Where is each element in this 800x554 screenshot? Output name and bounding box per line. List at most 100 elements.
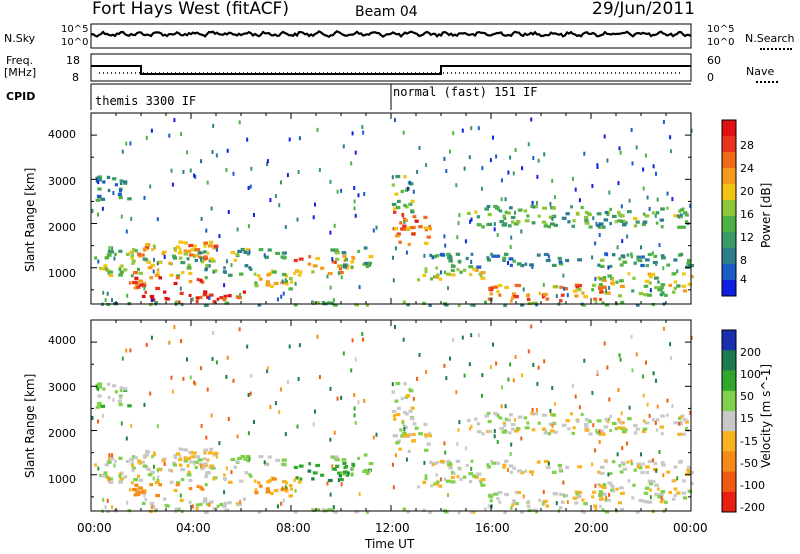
- velocity-cell: [203, 497, 208, 501]
- velocity-speckle: [416, 376, 419, 381]
- velocity-speckle: [186, 357, 188, 362]
- power-cell: [209, 257, 214, 261]
- power-speckle: [608, 190, 611, 195]
- velocity-speckle: [509, 452, 512, 456]
- power-cell: [611, 278, 615, 282]
- velocity-speckle: [594, 483, 597, 488]
- velocity-cell: [557, 463, 562, 467]
- power-cell: [627, 210, 632, 214]
- power-cell: [407, 242, 411, 246]
- velocity-speckle: [626, 441, 629, 446]
- velocity-cell: [444, 510, 449, 514]
- velocity-speckle: [509, 362, 512, 367]
- power-cell: [537, 214, 541, 218]
- power-cell: [223, 296, 227, 301]
- power-cell: [406, 226, 411, 230]
- power-speckle: [353, 206, 356, 211]
- velocity-cell: [130, 461, 134, 466]
- power-cell: [368, 255, 374, 259]
- velocity-cell: [487, 465, 491, 469]
- power-cell: [205, 266, 209, 270]
- velocity-speckle: [351, 338, 354, 343]
- power-speckle: [223, 283, 226, 288]
- velocity-speckle: [294, 488, 297, 493]
- power-cell: [474, 210, 478, 214]
- velocity-speckle: [620, 411, 623, 416]
- power-cell: [330, 248, 336, 252]
- power-cell: [156, 268, 160, 272]
- velocity-cell: [690, 482, 694, 486]
- velocity-cell: [396, 439, 401, 443]
- power-cell: [112, 177, 117, 181]
- power-cell: [403, 203, 407, 207]
- velocity-speckle: [583, 358, 586, 363]
- power-cell: [200, 260, 205, 264]
- velocity-speckle: [156, 424, 159, 429]
- power-cell: [341, 251, 347, 255]
- power-speckle: [329, 179, 332, 184]
- velocity-speckle: [470, 333, 473, 338]
- velocity-speckle: [463, 373, 466, 378]
- power-cell: [188, 253, 194, 257]
- velocity-cell: [212, 477, 216, 481]
- power-speckle: [666, 191, 669, 196]
- velocity-speckle: [329, 492, 332, 497]
- velocity-cell: [203, 448, 208, 452]
- power-speckle: [662, 119, 665, 124]
- power-cell: [619, 263, 624, 267]
- power-speckle: [509, 245, 512, 249]
- power-cell: [450, 268, 455, 273]
- power-speckle: [652, 164, 655, 169]
- velocity-cell: [497, 490, 503, 495]
- power-cell: [644, 279, 650, 283]
- power-speckle: [690, 128, 693, 133]
- velocity-cell: [640, 470, 645, 475]
- velocity-speckle: [608, 397, 611, 402]
- velocity-speckle: [104, 505, 107, 510]
- velocity-speckle: [492, 342, 494, 347]
- velocity-cell: [213, 451, 219, 455]
- power-cell: [654, 276, 659, 280]
- power-cell: [175, 245, 181, 249]
- velocity-cell: [248, 473, 252, 477]
- power-speckle: [102, 290, 105, 295]
- power-speckle: [232, 171, 235, 176]
- velocity-cell: [133, 478, 138, 482]
- power-speckle: [182, 169, 185, 174]
- power-cell: [450, 263, 454, 267]
- power-speckle: [409, 180, 411, 185]
- power-cell: [193, 253, 199, 257]
- velocity-cell: [679, 415, 684, 419]
- power-speckle: [281, 279, 284, 284]
- power-speckle: [542, 282, 545, 287]
- power-cell: [524, 219, 530, 223]
- velocity-cell: [156, 475, 160, 479]
- power-speckle: [149, 184, 152, 189]
- velocity-cell: [653, 461, 658, 465]
- power-cell: [400, 227, 404, 231]
- power-speckle: [113, 256, 116, 261]
- power-cell: [617, 210, 621, 214]
- power-cell: [660, 283, 666, 287]
- velocity-speckle: [218, 441, 221, 446]
- power-cell: [496, 254, 501, 258]
- power-speckle: [405, 250, 408, 255]
- velocity-cell: [508, 464, 514, 468]
- power-cell: [524, 262, 528, 266]
- power-cell: [530, 204, 534, 208]
- power-cell: [365, 264, 369, 269]
- velocity-cell: [308, 462, 312, 466]
- power-cell: [400, 189, 404, 194]
- velocity-frame: [90, 319, 692, 512]
- power-speckle: [689, 203, 692, 208]
- velocity-cell: [342, 461, 347, 465]
- velocity-cell: [142, 464, 147, 468]
- power-cell: [601, 278, 607, 282]
- velocity-cell: [627, 479, 631, 483]
- power-speckle: [163, 255, 166, 259]
- velocity-cbar-tick: -15: [740, 435, 758, 448]
- velocity-cell: [481, 432, 485, 436]
- velocity-cell: [157, 468, 162, 472]
- power-speckle: [452, 131, 455, 136]
- power-cell: [504, 210, 508, 214]
